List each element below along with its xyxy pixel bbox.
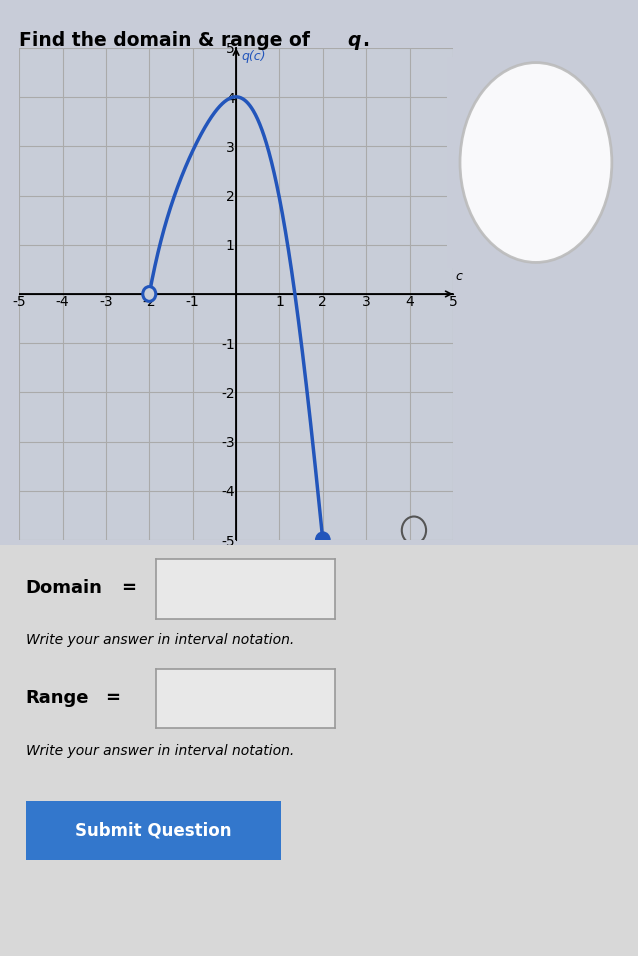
Text: Range: Range xyxy=(26,689,89,706)
Text: =: = xyxy=(105,689,121,706)
Circle shape xyxy=(316,532,329,548)
Text: .: . xyxy=(362,31,369,50)
Circle shape xyxy=(143,287,156,301)
Text: q: q xyxy=(348,31,361,50)
Text: c: c xyxy=(455,271,462,283)
Text: Write your answer in interval notation.: Write your answer in interval notation. xyxy=(26,633,293,647)
Text: q(c): q(c) xyxy=(241,51,266,63)
Text: Submit Question: Submit Question xyxy=(75,822,232,839)
FancyBboxPatch shape xyxy=(15,801,291,860)
Text: =: = xyxy=(121,579,137,597)
Ellipse shape xyxy=(460,63,612,263)
Text: Domain: Domain xyxy=(26,579,102,597)
Text: Find the domain & range of: Find the domain & range of xyxy=(19,31,316,50)
Text: Write your answer in interval notation.: Write your answer in interval notation. xyxy=(26,744,293,758)
